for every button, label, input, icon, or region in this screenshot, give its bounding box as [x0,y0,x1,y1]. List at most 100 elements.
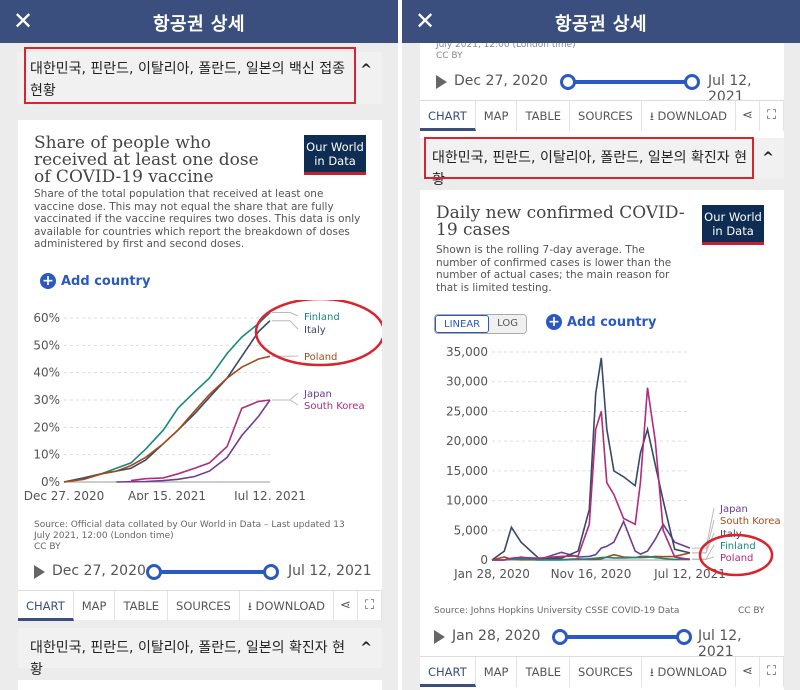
timeline-start-handle[interactable] [560,74,576,90]
tab-chart[interactable]: CHART [420,101,476,131]
series-line-finland[interactable] [491,555,691,561]
owid-logo[interactable]: Our World in Data [304,135,366,175]
series-line-south-korea[interactable] [130,399,271,482]
series-line-poland[interactable] [491,387,691,561]
add-country-button[interactable]: + Add country [546,314,656,330]
share-icon[interactable]: ⋖ [334,591,358,621]
source-line-2: July 2021, 12:00 (London time) [34,531,174,541]
add-country-button[interactable]: + Add country [40,273,150,289]
linear-scale-button[interactable]: LINEAR [435,315,490,333]
timeline-end-handle[interactable] [676,629,692,645]
legend-label-finland[interactable]: Finland [720,541,756,552]
legend-label-poland[interactable]: Poland [720,553,753,564]
tab-table[interactable]: TABLE [517,657,571,687]
series-line-italy[interactable] [491,357,691,561]
y-tick-label: 50% [33,338,60,352]
download-label: DOWNLOAD [255,599,325,613]
timeline-end-handle[interactable] [684,74,700,90]
annotation-box [24,47,356,104]
chevron-up-icon[interactable]: ^ [762,150,774,166]
timeline-track[interactable] [560,635,684,639]
logo-line-2: in Data [712,224,754,238]
chevron-up-icon[interactable]: ^ [360,62,372,78]
cases-chart-card: Daily new confirmed COVID-19 cases Our W… [420,190,784,690]
accordion-label: 대한민국, 핀란드, 이탈리아, 폴란드, 일본의 백신 접종 현황 [30,61,345,99]
x-tick-label: Apr 15, 2021 [128,489,206,500]
y-tick-label: 10% [33,448,60,462]
tab-table[interactable]: TABLE [115,591,169,621]
legend-label-poland[interactable]: Poland [304,352,337,363]
legend-label-japan[interactable]: Japan [719,504,748,515]
top-bar: ✕ 항공권 상세 [0,0,398,43]
cases-chart: 0 5,000 10,000 15,000 20,000 25,000 30,000 35,0… [446,345,781,581]
legend-label-italy[interactable]: Italy [304,325,326,336]
source-fragment: July 2021, 12:00 (London time) CC BY [436,40,576,62]
accordion-cases[interactable]: 대한민국, 핀란드, 이탈리아, 폴란드, 일본의 확진자 현황 ^ [18,628,382,678]
legend-connector [272,399,299,406]
tab-chart[interactable]: CHART [420,657,476,687]
plus-icon: + [546,314,562,330]
tab-sources[interactable]: SOURCES [570,657,642,687]
legend-connector [692,556,715,560]
share-icon[interactable]: ⋖ [736,657,760,687]
chart-tabs-top: CHART MAP TABLE SOURCES ⭳ DOWNLOAD ⋖ ⛶ [420,100,784,131]
legend-label-finland[interactable]: Finland [304,312,340,323]
vaccination-chart-card-tail: July 2021, 12:00 (London time) CC BY Dec… [420,36,784,156]
timeline-start: Dec 27, 2020 [454,73,548,89]
accordion-vaccination[interactable]: 대한민국, 핀란드, 이탈리아, 폴란드, 일본의 백신 접종 현황 ^ [18,52,382,104]
download-icon: ⭳ [247,599,256,613]
owid-logo[interactable]: Our World in Data [702,205,764,245]
legend-label-japan[interactable]: Japan [303,389,332,400]
timeline-track[interactable] [154,570,271,574]
timeline-start-handle[interactable] [552,629,568,645]
close-icon[interactable]: ✕ [414,7,436,35]
share-icon[interactable]: ⋖ [736,101,760,131]
timeline-start-handle[interactable] [146,564,162,580]
series-line-japan[interactable] [491,519,691,561]
chart-title: Share of people who received at least on… [34,133,259,187]
close-icon[interactable]: ✕ [12,7,34,35]
timeline-end: Jul 12, 2021 [288,563,372,579]
play-icon[interactable] [436,75,447,89]
play-icon[interactable] [434,630,445,644]
logo-line-2: in Data [314,154,356,168]
legend-connector [692,507,715,549]
download-icon: ⭳ [649,665,658,679]
tab-map[interactable]: MAP [476,657,518,687]
tab-download[interactable]: ⭳ DOWNLOAD [642,657,736,687]
legend-label-south-korea[interactable]: South Korea [304,401,365,412]
timeline: Dec 27, 2020 Jul 12, 2021 [436,71,776,105]
series-line-poland[interactable] [63,355,271,483]
top-bar: ✕ 항공권 상세 [402,0,800,43]
annotation-circle [698,533,774,577]
page-title: 항공권 상세 [152,14,246,35]
chart-subtitle: Share of the total population that recei… [34,188,361,250]
tab-map[interactable]: MAP [74,591,116,621]
tab-sources[interactable]: SOURCES [168,591,240,621]
fullscreen-icon[interactable]: ⛶ [358,591,382,621]
download-label: DOWNLOAD [657,665,727,679]
accordion-cases[interactable]: 대한민국, 핀란드, 이탈리아, 폴란드, 일본의 확진자 현황 ^ [420,138,784,188]
annotation-box [424,137,754,179]
legend-label-south-korea[interactable]: South Korea [720,516,781,527]
source-fragment-line-1: July 2021, 12:00 (London time) [436,40,576,50]
chevron-up-icon[interactable]: ^ [360,640,372,656]
tab-chart[interactable]: CHART [18,591,74,621]
chart-tabs: CHART MAP TABLE SOURCES ⭳ DOWNLOAD ⋖ ⛶ [420,656,784,687]
tab-download[interactable]: ⭳ DOWNLOAD [642,101,736,131]
log-scale-button[interactable]: LOG [489,315,526,333]
tab-table[interactable]: TABLE [517,101,571,131]
play-icon[interactable] [34,565,45,579]
timeline-track[interactable] [568,80,692,84]
fullscreen-icon[interactable]: ⛶ [760,101,784,131]
series-line-japan[interactable] [116,399,271,483]
y-tick-label: 25,000 [446,404,488,418]
tab-download[interactable]: ⭳ DOWNLOAD [240,591,334,621]
timeline-start: Jan 28, 2020 [452,628,541,644]
series-line-finland[interactable] [63,311,271,483]
legend-connector [272,320,299,330]
fullscreen-icon[interactable]: ⛶ [760,657,784,687]
timeline-end-handle[interactable] [263,564,279,580]
tab-map[interactable]: MAP [476,101,518,131]
tab-sources[interactable]: SOURCES [570,101,642,131]
